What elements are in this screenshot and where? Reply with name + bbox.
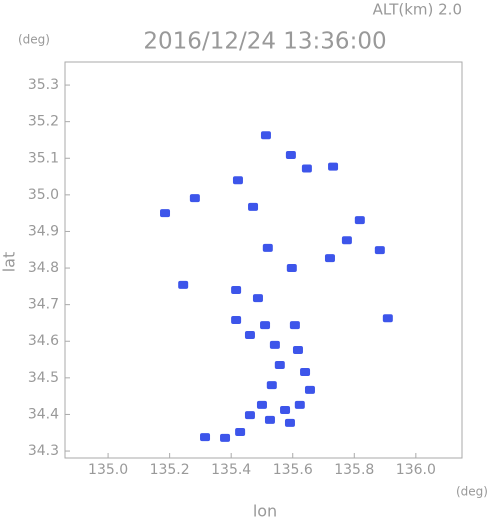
echo bbox=[301, 164, 312, 173]
echo bbox=[324, 254, 335, 263]
y-tick-label: 34.4 bbox=[28, 406, 59, 422]
x-tick-label: 135.6 bbox=[273, 462, 313, 478]
altitude-label: ALT(km) 2.0 bbox=[373, 1, 462, 19]
plot-frame bbox=[64, 61, 463, 459]
echo bbox=[260, 131, 271, 140]
y-tick-label: 34.5 bbox=[28, 370, 59, 386]
y-tick-label: 34.3 bbox=[28, 443, 59, 459]
echo bbox=[231, 286, 242, 295]
echo bbox=[248, 202, 259, 211]
y-tick-label: 35.1 bbox=[28, 150, 59, 166]
echo bbox=[284, 418, 295, 427]
echo bbox=[354, 216, 365, 225]
echo bbox=[264, 415, 275, 424]
echo bbox=[266, 381, 277, 390]
y-tick-label: 34.6 bbox=[28, 333, 59, 349]
y-tick-label: 35.3 bbox=[28, 77, 59, 93]
echo bbox=[244, 411, 255, 420]
echo bbox=[274, 361, 285, 370]
x-tick-label: 135.4 bbox=[211, 462, 251, 478]
echo bbox=[160, 209, 171, 218]
y-tick-label: 34.7 bbox=[28, 297, 59, 313]
echo bbox=[256, 400, 267, 409]
echo bbox=[341, 236, 352, 245]
x-axis-label: lon bbox=[253, 502, 277, 521]
y-tick-label: 35.0 bbox=[28, 187, 59, 203]
echo bbox=[285, 150, 296, 159]
echo bbox=[304, 385, 315, 394]
echo bbox=[300, 367, 311, 376]
x-tick-label: 136.0 bbox=[396, 462, 436, 478]
echo bbox=[292, 346, 303, 355]
echo bbox=[252, 294, 263, 303]
echo bbox=[294, 400, 305, 409]
echo bbox=[220, 433, 231, 442]
x-tick-label: 135.2 bbox=[150, 462, 190, 478]
echo bbox=[189, 194, 200, 203]
echo bbox=[235, 428, 246, 437]
echo bbox=[328, 162, 339, 171]
echo bbox=[200, 433, 211, 442]
x-tick-label: 135.8 bbox=[334, 462, 374, 478]
echo bbox=[374, 246, 385, 255]
chart-title: 2016/12/24 13:36:00 bbox=[143, 29, 386, 55]
y-tick-label: 34.8 bbox=[28, 260, 59, 276]
echo bbox=[382, 314, 393, 323]
y-tick-label: 34.9 bbox=[28, 223, 59, 239]
echo bbox=[260, 321, 271, 330]
echo bbox=[231, 316, 242, 325]
x-tick-label: 135.0 bbox=[88, 462, 128, 478]
echo bbox=[269, 340, 280, 349]
y-tick-label: 35.2 bbox=[28, 114, 59, 130]
echo bbox=[262, 243, 273, 252]
x-unit: (deg) bbox=[456, 485, 488, 499]
echo bbox=[289, 321, 300, 330]
y-axis-label: lat bbox=[0, 252, 19, 273]
echo bbox=[178, 280, 189, 289]
y-unit: (deg) bbox=[18, 33, 50, 47]
echo bbox=[244, 331, 255, 340]
echo bbox=[286, 264, 297, 273]
echo bbox=[232, 176, 243, 185]
echo bbox=[280, 406, 291, 415]
